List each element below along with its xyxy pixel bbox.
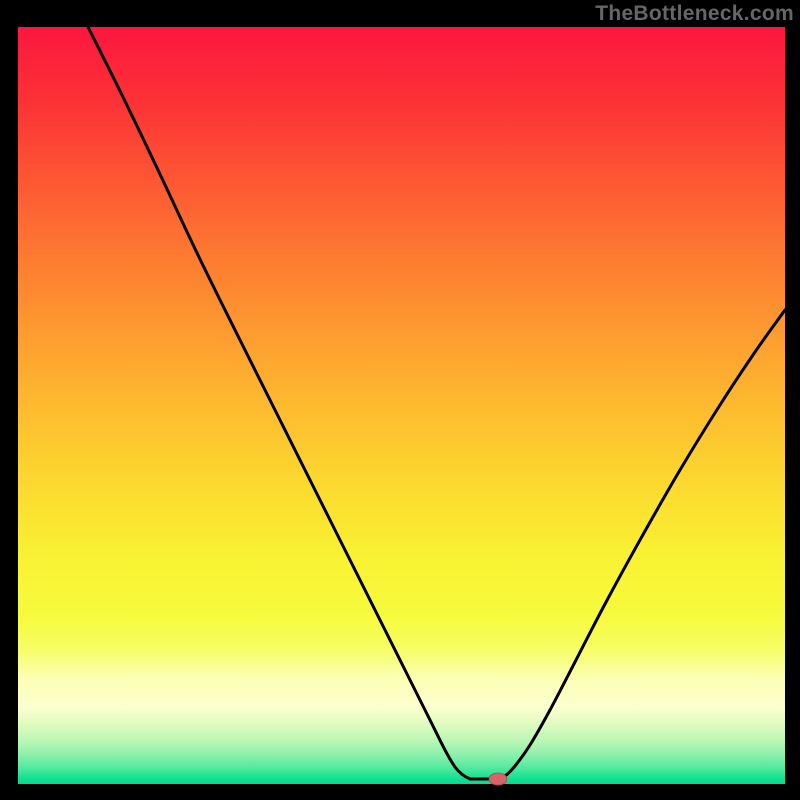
minimum-marker [489,773,507,785]
watermark-text: TheBottleneck.com [595,2,794,26]
chart-container: TheBottleneck.com [0,0,800,800]
bottleneck-chart [0,0,800,800]
gradient-background [18,27,785,784]
